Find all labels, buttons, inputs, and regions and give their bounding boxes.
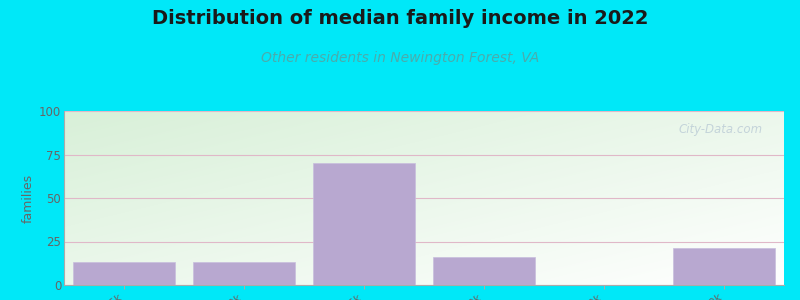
Text: City-Data.com: City-Data.com [678, 123, 762, 136]
Bar [433, 257, 535, 285]
Bar [673, 248, 775, 285]
Bar [193, 262, 295, 285]
Bar [313, 163, 415, 285]
Y-axis label: families: families [22, 173, 35, 223]
Bar [73, 262, 175, 285]
Text: Distribution of median family income in 2022: Distribution of median family income in … [152, 9, 648, 28]
Text: Other residents in Newington Forest, VA: Other residents in Newington Forest, VA [261, 51, 539, 65]
